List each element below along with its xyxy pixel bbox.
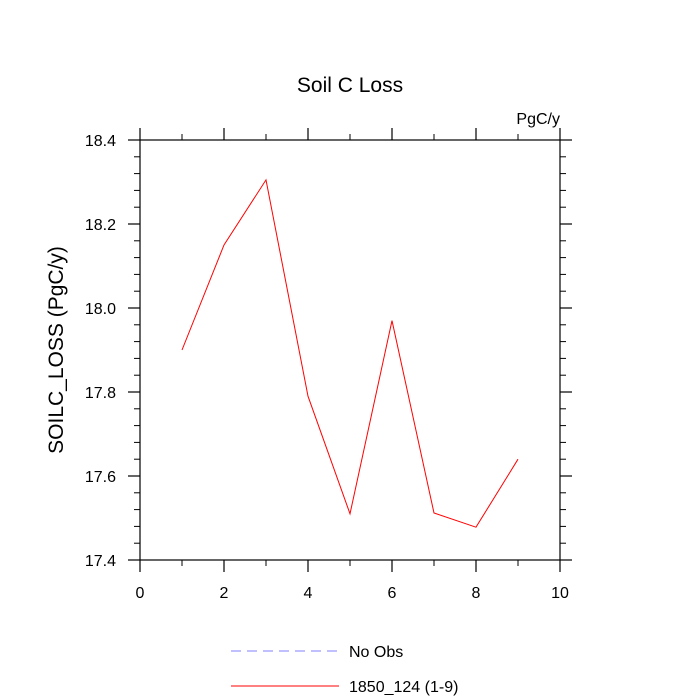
y-axis-label: SOILC_LOSS (PgC/y) xyxy=(45,246,68,454)
x-tick-label: 4 xyxy=(304,585,313,602)
x-tick-label: 10 xyxy=(551,585,569,602)
x-tick-label: 0 xyxy=(136,585,145,602)
x-tick-label: 2 xyxy=(220,585,229,602)
y-tick-label: 17.8 xyxy=(85,385,116,402)
y-tick-label: 17.6 xyxy=(85,469,116,486)
chart-title: Soil C Loss xyxy=(297,74,403,97)
y-axis-ticks: 17.4 17.6 17.8 18.0 18.2 18.4 xyxy=(85,133,572,570)
y-tick-label: 18.0 xyxy=(85,301,116,318)
legend-label: 1850_124 (1-9) xyxy=(349,679,458,696)
x-axis-ticks: 0 2 4 6 8 10 xyxy=(136,128,569,602)
legend: No Obs 1850_124 (1-9) xyxy=(231,644,458,696)
y-tick-label: 18.2 xyxy=(85,217,116,234)
series-line xyxy=(181,178,519,528)
y-tick-label: 18.4 xyxy=(85,133,116,150)
x-tick-label: 6 xyxy=(388,585,397,602)
legend-label: No Obs xyxy=(349,644,403,661)
plot-frame xyxy=(139,139,561,561)
units-label: PgC/y xyxy=(516,111,560,128)
y-tick-label: 17.4 xyxy=(85,553,116,570)
x-tick-label: 8 xyxy=(472,585,481,602)
series-layer xyxy=(181,178,519,528)
